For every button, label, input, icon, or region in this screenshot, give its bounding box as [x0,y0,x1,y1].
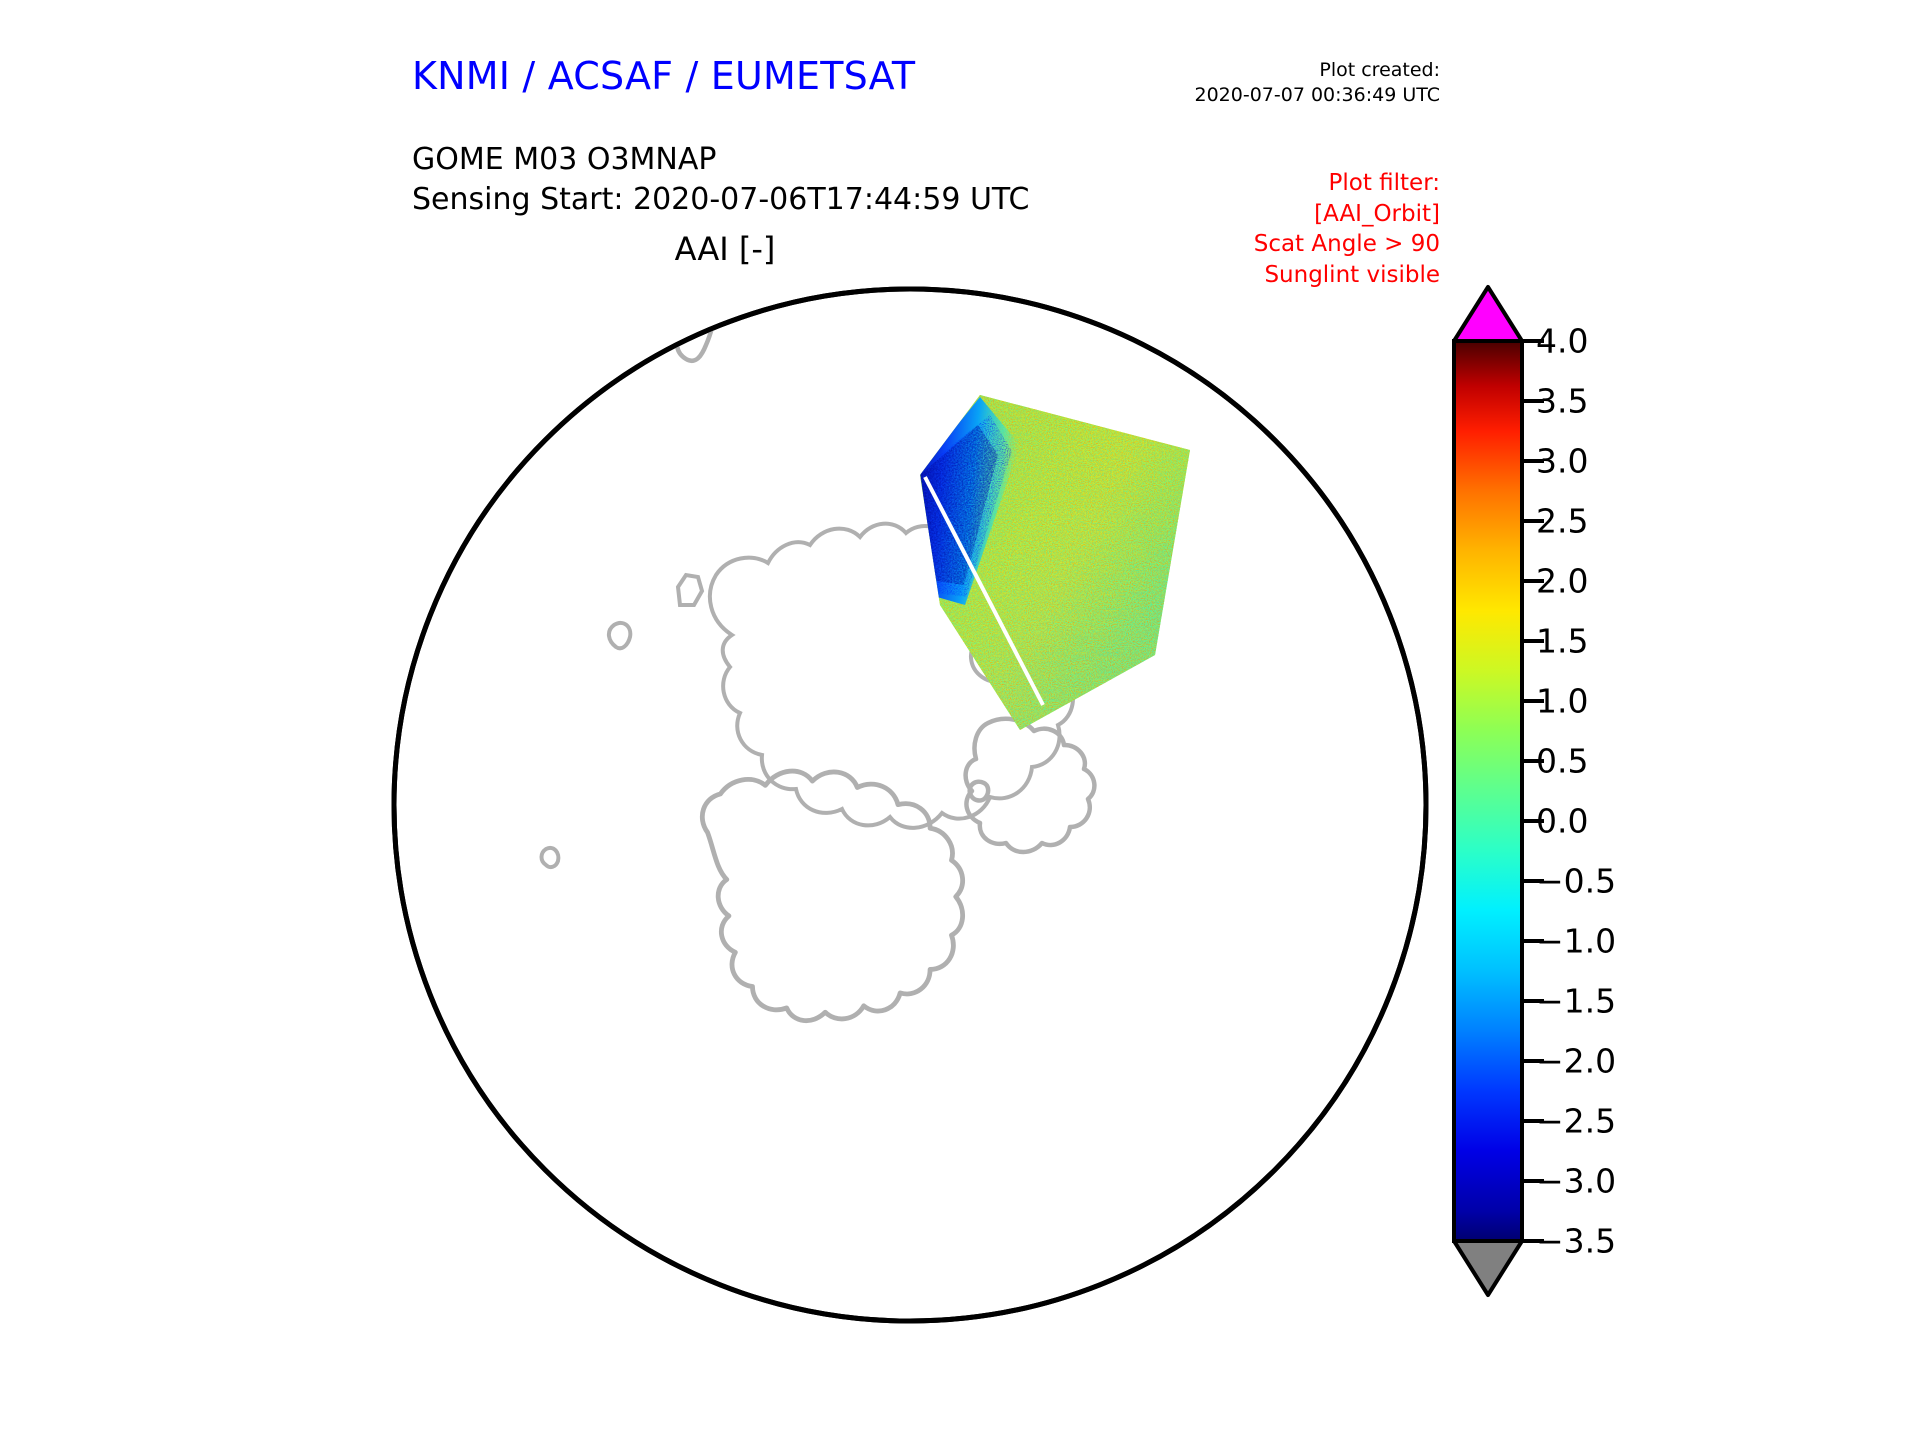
globe-disc-edge [391,286,1429,1324]
coast-island-c [512,367,551,416]
colorbar-over-arrow [1452,285,1524,343]
colorbar-svg [1452,285,1544,1297]
coast-island-e [460,440,497,485]
coast-island-b [586,346,625,378]
small-island-left [539,846,561,870]
colorbar-tick-label: 4.0 [1536,321,1589,361]
colorbar-tick-label: 2.0 [1536,561,1589,601]
instrument-product-line: GOME M03 O3MNAP [412,142,717,177]
colorbar-tick-label: 0.0 [1536,801,1589,841]
plot-created-label: Plot created: [1319,59,1440,81]
colorbar-tick-label: 1.0 [1536,681,1589,721]
colorbar-tick-label: −1.5 [1536,981,1617,1021]
colorbar-tick-label: −2.5 [1536,1101,1617,1141]
colorbar-tick-label: −2.0 [1536,1041,1617,1081]
antarctica-main-outline [707,521,1075,830]
colorbar-ticks [1522,339,1544,1243]
colorbar-tick-label: 2.5 [1536,501,1589,541]
colorbar-tick-label: 3.0 [1536,441,1589,481]
peninsula-islands [607,620,633,651]
metadata-block: GOME M03 O3MNAP Sensing Start: 2020-07-0… [412,140,1029,220]
coast-tip-small [967,779,991,803]
colorbar-tick-label: 1.5 [1536,621,1589,661]
globe-svg [391,286,1429,1324]
filter-product: [AAI_Orbit] [1314,200,1440,227]
sunglint-track-line [923,476,1045,706]
plot-filter-block: Plot filter: [AAI_Orbit] Scat Angle > 90… [1100,168,1440,290]
colorbar-under-arrow [1452,1239,1524,1297]
filter-scat-angle: Scat Angle > 90 [1253,231,1440,258]
plot-title: AAI [-] [674,230,776,268]
colorbar-tick-label: 3.5 [1536,381,1589,421]
colorbar-tick-label: −3.0 [1536,1161,1617,1201]
plot-created-timestamp: 2020-07-07 00:36:49 UTC [1194,84,1441,107]
colorbar-gradient [1452,339,1524,1243]
filter-sunglint: Sunglint visible [1264,261,1440,288]
colorbar-tick-label: −1.0 [1536,921,1617,961]
colorbar: 4.0 3.5 3.0 2.5 2.0 1.5 1.0 0.5 0.0 −0.5… [1444,283,1884,1303]
polar-map [380,275,1440,1335]
sensing-start-line: Sensing Start: 2020-07-06T17:44:59 UTC [412,181,1030,217]
organisation-title: KNMI / ACSAF / EUMETSAT [412,54,916,98]
colorbar-tick-label: −0.5 [1536,861,1617,901]
antarctica-coastline [675,572,705,607]
coast-island-d [485,406,523,452]
filter-title: Plot filter: [1328,170,1440,196]
colorbar-tick-label: −3.5 [1536,1221,1617,1261]
plot-created-block: Plot created: 2020-07-07 00:36:49 UTC [1060,58,1441,108]
colorbar-tick-label: 0.5 [1536,741,1589,781]
antarctica-coast [699,768,965,1023]
